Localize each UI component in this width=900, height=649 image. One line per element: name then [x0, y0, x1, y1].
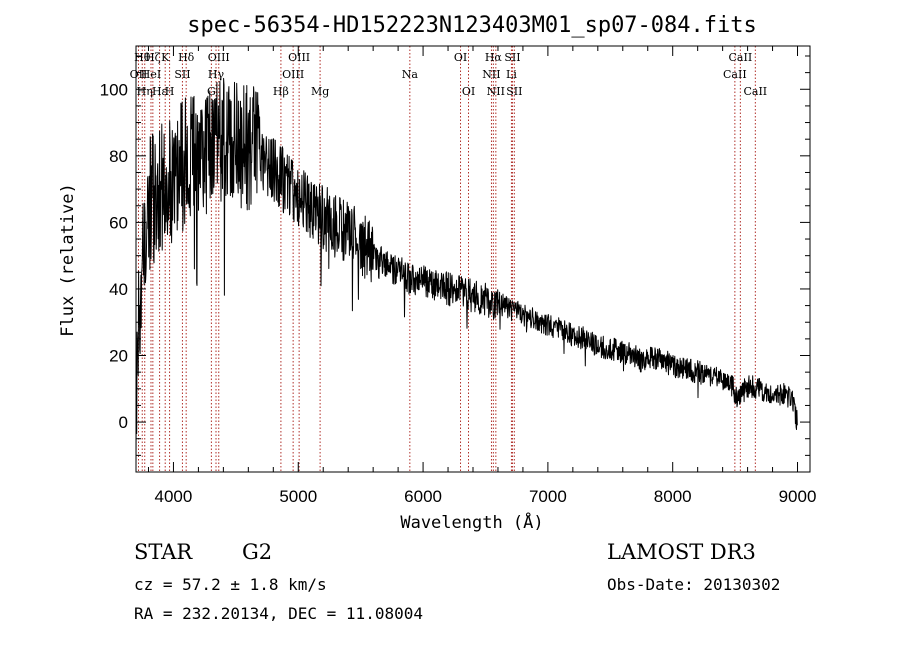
- redshift-info: cz = 57.2 ± 1.8 km/s: [134, 575, 327, 594]
- y-axis-ticks: 0 20 40 60 80 100: [100, 55, 810, 456]
- y-tick-label: 60: [109, 213, 128, 232]
- y-tick-label: 0: [119, 413, 128, 432]
- object-class: STAR: [134, 540, 193, 564]
- spectral-line-label: Hθ: [134, 51, 151, 64]
- obs-date-info: Obs-Date: 20130302: [607, 575, 781, 594]
- spectral-line-label: Mg: [311, 85, 329, 98]
- x-tick-label: 9000: [779, 487, 817, 506]
- spectral-line-label: OI: [454, 51, 467, 64]
- x-axis-ticks: 4000 5000 6000 7000 8000 9000: [147, 46, 817, 506]
- x-tick-label: 5000: [279, 487, 317, 506]
- spectral-line-label: K: [161, 51, 170, 64]
- chart-title: spec-56354-HD152223N123403M01_sp07-084.f…: [187, 13, 757, 38]
- spectral-line-label: SII: [174, 68, 190, 81]
- object-subclass: G2: [242, 540, 273, 564]
- spectral-line-label: NII: [482, 68, 500, 81]
- spectral-line-label: OIII: [282, 68, 304, 81]
- spectral-line-label: Li: [506, 68, 517, 81]
- spectral-line-label: G: [207, 85, 216, 98]
- y-tick-label: 80: [109, 147, 128, 166]
- y-tick-label: 40: [109, 280, 128, 299]
- spectrum-trace: [135, 77, 798, 466]
- spectral-line-label: OI: [462, 85, 475, 98]
- spectral-line-label: H: [165, 85, 175, 98]
- x-tick-label: 4000: [155, 487, 193, 506]
- survey-name: LAMOST DR3: [607, 540, 756, 564]
- spectral-line-label: Na: [402, 68, 419, 81]
- spectral-line-label: Hγ: [208, 68, 225, 81]
- coordinates-info: RA = 232.20134, DEC = 11.08004: [134, 604, 423, 623]
- spectral-line-label: Hε: [152, 85, 168, 98]
- spectral-line-label: Hζ: [145, 51, 161, 64]
- spectral-line-label: OIII: [288, 51, 310, 64]
- x-axis-label: Wavelength (Å): [400, 511, 543, 533]
- x-tick-label: 7000: [529, 487, 567, 506]
- y-tick-label: 100: [100, 80, 128, 99]
- spectral-line-label: Hη: [137, 85, 153, 98]
- spectral-line-label: HeI: [141, 68, 161, 81]
- x-tick-label: 8000: [654, 487, 692, 506]
- spectral-line-label: OII: [130, 68, 148, 81]
- spectral-line-label: NII: [487, 85, 505, 98]
- spectral-line-labels: OII Hθ Hη HeI Hζ Hε K H SII Hδ G Hγ OIII Hβ OIII OIII Mg…: [130, 51, 768, 98]
- spectral-line-label: CaII: [729, 51, 753, 64]
- spectral-line-label: OIII: [208, 51, 230, 64]
- y-axis-label: Flux (relative): [58, 183, 78, 337]
- x-tick-label: 6000: [404, 487, 442, 506]
- spectral-line-label: Hα: [485, 51, 503, 64]
- y-tick-label: 20: [109, 347, 128, 366]
- spectral-line-label: CaII: [723, 68, 747, 81]
- spectral-line-label: Hδ: [178, 51, 195, 64]
- spectral-line-label: SII: [506, 85, 522, 98]
- spectral-line-label: Hβ: [273, 85, 289, 98]
- spectral-line-label: SII: [504, 51, 520, 64]
- spectral-line-label: CaII: [743, 85, 767, 98]
